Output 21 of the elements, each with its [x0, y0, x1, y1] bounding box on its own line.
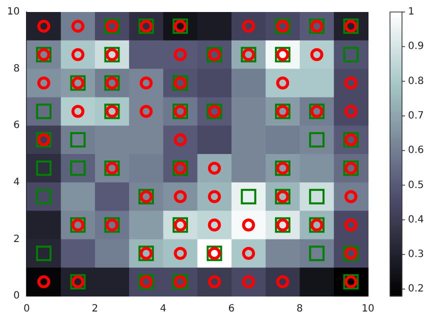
y-tick-label: 0 [13, 290, 20, 302]
color-bar-label: 0.7 [408, 110, 424, 122]
x-tick-label: 8 [296, 304, 303, 315]
color-bar-label: 0.3 [408, 249, 424, 260]
color-bar-label: 0.2 [408, 284, 424, 295]
x-tick-label: 4 [160, 304, 166, 315]
y-tick-label: 6 [13, 120, 20, 132]
x-tick-label: 6 [228, 304, 235, 315]
color-bar-label: 1 [408, 6, 414, 18]
color-bar-label: 0.6 [408, 145, 424, 156]
color-bar-label: 0.4 [408, 214, 424, 226]
y-tick-label: 10 [6, 6, 20, 18]
x-tick-label: 2 [92, 304, 98, 315]
x-tick-label: 0 [24, 304, 30, 315]
y-tick-label: 4 [13, 176, 20, 188]
color-bar-label: 0.9 [408, 41, 424, 52]
color-bar-label: 0.8 [408, 76, 424, 87]
y-tick-label: 8 [13, 63, 20, 74]
color-bar-label: 0.5 [408, 180, 424, 191]
y-tick-label: 2 [13, 234, 20, 245]
x-tick-label: 10 [362, 304, 374, 315]
